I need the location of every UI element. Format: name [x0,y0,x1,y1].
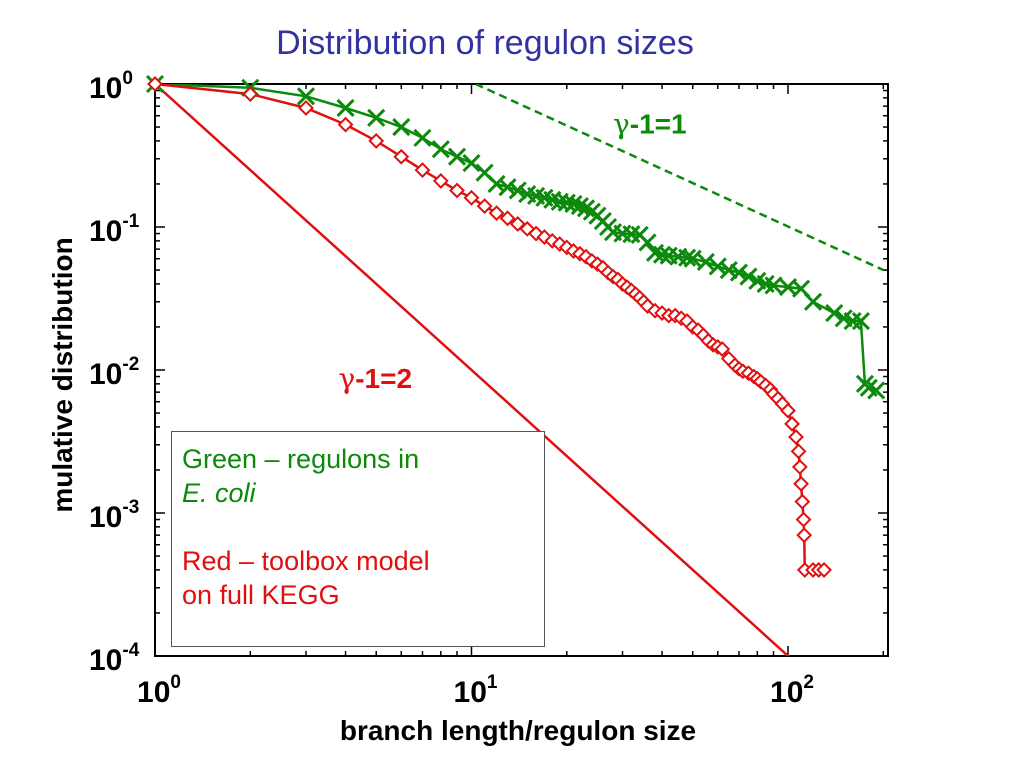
y-tick-label: 100 [89,68,133,105]
data-point-red [796,527,813,544]
legend-green-entry: Green – regulons in E. coli [182,442,534,510]
annotation-green: γ-1=1 [613,108,687,141]
data-point-green [708,257,727,276]
legend-red-entry: Red – toolbox model on full KEGG [182,544,534,612]
data-point-red [788,429,804,445]
data-point-green [447,147,467,166]
legend-green-line1: Green – regulons in [182,444,420,474]
data-point-green [508,181,527,200]
data-point-green [729,263,749,282]
series-line-red-solid [155,84,790,656]
data-point-green [367,108,386,127]
x-axis-label: branch length/regulon size [340,715,696,746]
data-point-red [242,86,259,103]
data-point-green [739,267,758,286]
data-point-red [337,116,354,133]
data-point-red [780,402,796,419]
data-point-green [498,178,517,197]
legend-box: Green – regulons in E. coli Red – toolbo… [171,431,545,647]
data-point-green [570,197,589,216]
data-point-red [368,132,385,149]
series-markers [145,74,886,578]
data-point-green [843,311,862,331]
data-point-red [449,182,465,199]
x-tick-label: 100 [137,672,181,709]
data-point-green [678,248,697,267]
data-point-green [296,87,316,106]
data-point-green [683,249,702,268]
data-point-red [714,341,731,358]
data-point-red [414,162,431,179]
data-point-red [790,443,807,460]
data-point-red [499,210,516,227]
legend-red-line2: on full KEGG [182,580,340,610]
y-tick-label: 10-2 [89,354,139,391]
data-point-green [336,98,355,118]
data-point-green [431,140,450,159]
data-point-red [816,561,832,578]
data-point-red [793,475,810,492]
annotations: γ-1=1 γ-1=2 [339,108,687,395]
data-point-red [298,100,314,116]
data-point-green [413,128,432,147]
data-point-green [392,117,411,137]
data-point-red [795,511,812,528]
data-point-red [147,76,163,92]
y-tick-label: 10-3 [89,497,139,534]
data-point-green [825,304,844,323]
slide-title: Distribution of regulon sizes [276,24,694,62]
y-tick-label: 10-4 [89,640,140,677]
data-point-red [393,148,410,165]
x-tick-label: 102 [770,672,814,709]
y-axis-label: mulative distribution [47,237,78,512]
data-point-green [804,292,823,311]
legend-green-line2: E. coli [182,478,256,508]
annotation-red: γ-1=2 [339,362,413,395]
data-point-red [432,173,449,189]
data-point-red [794,493,811,510]
data-point-red [463,189,480,206]
data-point-red [784,415,800,432]
data-point-green [487,174,506,194]
data-point-green [462,153,481,173]
data-point-green [652,245,672,264]
data-point-red [476,198,493,215]
data-point-green [638,233,657,252]
series-line-green-dashed [475,84,884,272]
data-point-red [791,459,808,475]
data-point-red [488,205,505,222]
data-point-green [764,276,783,295]
data-point-green [557,193,576,212]
x-tick-label: 101 [454,672,498,709]
legend-red-line1: Red – toolbox model [182,546,430,576]
data-point-green [867,381,886,400]
data-point-green [696,252,715,271]
data-point-green [851,311,870,331]
y-tick-label: 10-1 [89,211,140,248]
